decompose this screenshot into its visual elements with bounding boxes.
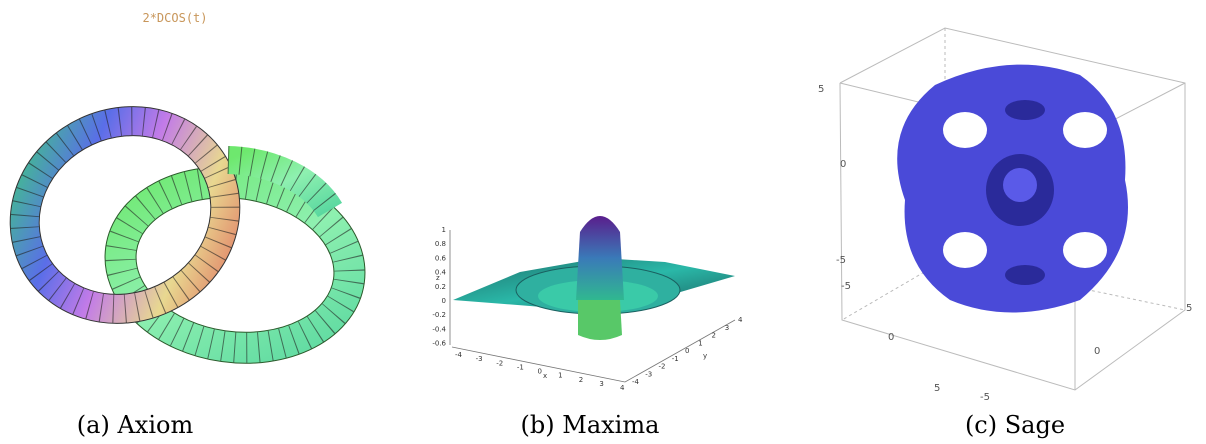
z-tick-label: 0.8: [435, 240, 446, 248]
figure: 2*DCOS(t) 10.80.60.40.20-0.2-0.4-0.6-4-3…: [0, 0, 1206, 444]
sage-surface: [897, 65, 1128, 313]
y-tick-label: -4: [632, 378, 640, 386]
y-tick-label: 0: [685, 347, 689, 355]
x-tick-label: -1: [517, 363, 524, 371]
z-axis-label: z: [436, 274, 440, 282]
z-tick-label: 1: [442, 226, 446, 234]
y-tick-label: 2: [712, 332, 716, 340]
tick-label: 5: [1186, 303, 1192, 314]
z-tick-label: -0.2: [432, 311, 446, 319]
maxima-plot: [450, 216, 735, 382]
caption: (c) Sage: [965, 411, 1065, 439]
x-tick-label: 2: [579, 376, 583, 384]
x-tick-label: 3: [599, 380, 603, 388]
x-tick-label: -2: [496, 359, 503, 367]
x-axis-label: x: [543, 372, 547, 380]
tick-label: 5: [934, 383, 940, 394]
x-tick-label: 1: [558, 372, 562, 380]
y-axis-label: y: [703, 352, 707, 360]
tick-label: -5: [836, 255, 846, 266]
x-tick-label: -3: [476, 355, 483, 363]
z-tick-label: 0.6: [435, 254, 447, 262]
z-tick-label: -0.4: [432, 325, 446, 333]
plot-title: 2*DCOS(t): [142, 11, 207, 25]
tick-label: 5: [818, 84, 824, 95]
y-tick-label: -2: [659, 363, 666, 371]
axiom-plot: [0, 89, 360, 363]
y-tick-label: 1: [698, 339, 702, 347]
tick-label: 0: [888, 332, 894, 343]
z-tick-label: 0.2: [435, 283, 446, 291]
caption: (b) Maxima: [521, 411, 660, 439]
x-tick-label: 0: [538, 368, 542, 376]
y-tick-label: -1: [672, 355, 679, 363]
y-tick-label: -3: [645, 370, 652, 378]
z-tick-label: -0.6: [432, 340, 446, 348]
tick-label: 0: [1094, 346, 1100, 357]
y-tick-label: 3: [725, 324, 729, 332]
caption: (a) Axiom: [77, 411, 194, 439]
page: 2*DCOS(t) 10.80.60.40.20-0.2-0.4-0.6-4-3…: [0, 0, 1206, 444]
x-tick-label: 4: [620, 384, 625, 392]
tick-label: 0: [840, 159, 846, 170]
tick-label: -5: [841, 281, 851, 292]
tick-label: -5: [980, 392, 990, 403]
x-tick-label: -4: [455, 351, 463, 359]
y-tick-label: 4: [738, 316, 743, 324]
z-tick-label: 0: [442, 297, 446, 305]
